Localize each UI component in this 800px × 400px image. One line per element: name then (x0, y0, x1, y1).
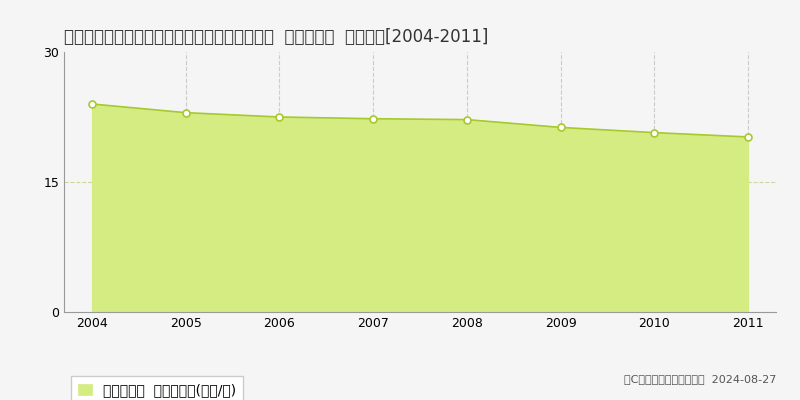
Legend: 基準地価格  平均坪単価(万円/坪): 基準地価格 平均坪単価(万円/坪) (71, 376, 243, 400)
Text: 埼玉県所沢市大字坂之下字南大谷戸９４８番２  基準地価格  地価推移[2004-2011]: 埼玉県所沢市大字坂之下字南大谷戸９４８番２ 基準地価格 地価推移[2004-20… (64, 28, 488, 46)
Text: （C）土地価格ドットコム  2024-08-27: （C）土地価格ドットコム 2024-08-27 (624, 374, 776, 384)
